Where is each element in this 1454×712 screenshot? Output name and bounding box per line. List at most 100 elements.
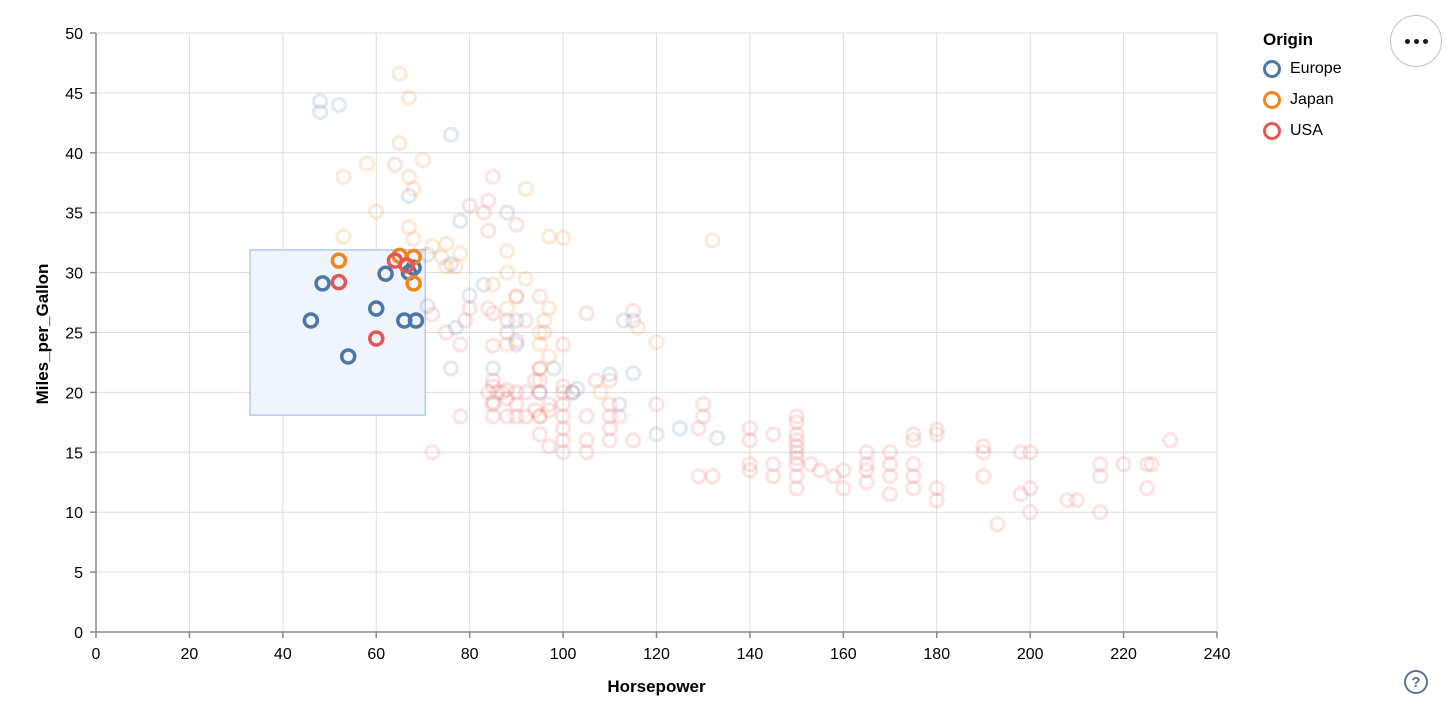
data-point-usa (1092, 504, 1109, 521)
data-point-usa (531, 408, 548, 425)
selected-data-point-europe (368, 300, 385, 317)
data-point-usa (905, 426, 922, 443)
data-point-usa (928, 426, 945, 443)
data-point-usa (578, 432, 595, 449)
data-point-usa (1059, 492, 1076, 509)
data-point-japan (498, 300, 516, 317)
data-point-usa (1012, 444, 1029, 461)
data-point-usa (554, 444, 572, 461)
data-point-usa (578, 444, 595, 461)
y-tick-label: 15 (65, 445, 83, 462)
selected-data-point-japan (405, 275, 422, 292)
data-point-usa (741, 432, 759, 449)
data-point-japan (648, 333, 665, 351)
data-point-usa (765, 426, 782, 443)
data-point-usa (498, 381, 516, 399)
data-point-usa (601, 396, 618, 413)
data-point-europe (452, 212, 469, 230)
data-point-usa (489, 384, 506, 401)
data-point-japan (531, 324, 548, 341)
data-point-europe (484, 360, 502, 377)
data-point-usa (587, 372, 604, 389)
legend-items: Europe Japan USA (1263, 60, 1342, 140)
data-point-europe (442, 126, 460, 143)
data-point-usa (1022, 480, 1039, 497)
data-point-japan (484, 276, 502, 293)
data-point-usa (611, 408, 628, 425)
data-point-usa (788, 444, 805, 461)
menu-dot-icon (1404, 38, 1410, 44)
y-tick-label: 45 (65, 86, 83, 103)
data-point-usa (788, 414, 805, 431)
data-point-usa (498, 312, 516, 329)
data-point-usa (690, 468, 707, 485)
data-point-usa (601, 408, 618, 425)
data-point-usa (508, 216, 525, 233)
data-point-usa (526, 372, 544, 389)
data-point-usa (811, 462, 829, 479)
data-point-usa (540, 396, 558, 413)
data-point-usa (905, 480, 922, 497)
x-tick-label: 120 (643, 646, 670, 663)
data-point-japan (517, 180, 534, 197)
legend: Origin Europe Japan USA (1263, 30, 1342, 153)
data-point-usa (508, 288, 525, 305)
legend-item-label: Europe (1290, 60, 1342, 77)
data-point-japan (391, 135, 408, 152)
data-point-usa (484, 378, 502, 395)
x-tick-label: 180 (923, 646, 950, 663)
data-point-usa (526, 402, 544, 419)
data-point-usa (858, 444, 875, 461)
data-point-usa (741, 420, 759, 437)
data-point-usa (517, 384, 534, 401)
data-point-usa (554, 378, 572, 395)
selected-data-point-europe (377, 265, 394, 283)
data-point-japan (438, 258, 455, 275)
y-tick-label: 5 (74, 565, 83, 582)
data-point-usa (498, 408, 516, 425)
data-point-japan (368, 203, 385, 220)
x-tick-label: 80 (461, 646, 479, 663)
data-point-usa (881, 444, 899, 461)
data-point-usa (554, 408, 572, 425)
data-point-usa (765, 468, 782, 485)
data-point-europe (330, 96, 347, 113)
data-point-usa (508, 408, 525, 425)
data-point-usa (1115, 456, 1132, 473)
data-point-usa (1012, 486, 1029, 503)
data-point-usa (508, 332, 525, 349)
help-icon[interactable]: ? (1404, 670, 1428, 694)
selected-data-point-europe (314, 275, 331, 292)
data-point-usa (695, 396, 712, 413)
legend-item-usa: USA (1263, 122, 1342, 140)
data-point-usa (386, 156, 404, 173)
data-point-japan (433, 248, 450, 266)
data-point-usa (905, 456, 922, 473)
data-point-japan (400, 168, 418, 185)
data-point-japan (391, 65, 408, 82)
x-tick-label: 40 (274, 646, 292, 663)
data-point-usa (531, 288, 548, 305)
data-point-usa (517, 312, 534, 329)
data-point-usa (554, 432, 572, 449)
data-point-japan (517, 270, 534, 287)
data-point-europe (671, 420, 688, 437)
data-point-japan (447, 258, 464, 275)
data-point-japan (358, 155, 376, 172)
data-point-japan (400, 89, 418, 106)
data-point-usa (1143, 456, 1160, 473)
data-point-usa (484, 372, 502, 389)
data-point-usa (1138, 456, 1156, 473)
data-point-usa (554, 384, 572, 401)
x-tick-label: 100 (550, 646, 577, 663)
data-point-usa (704, 468, 721, 485)
vega-actions-menu-button[interactable] (1390, 15, 1442, 67)
data-point-usa (498, 390, 516, 407)
menu-dot-icon (1413, 38, 1419, 44)
data-point-japan (438, 235, 455, 252)
selected-data-point-usa (368, 330, 385, 347)
x-tick-label: 220 (1110, 646, 1137, 663)
legend-item-europe: Europe (1263, 60, 1342, 78)
